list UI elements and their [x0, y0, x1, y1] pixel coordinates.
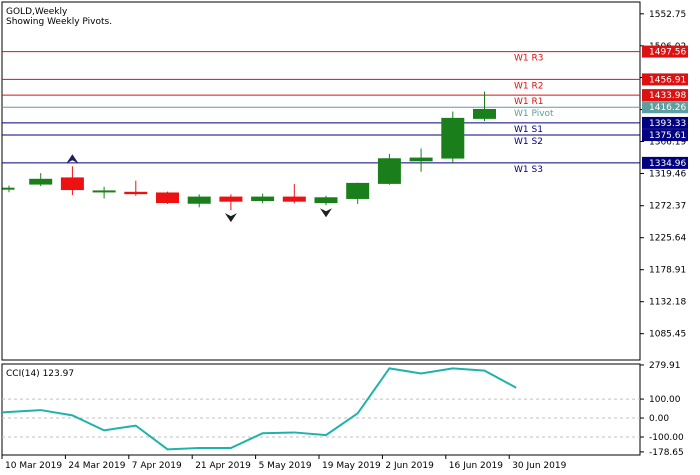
pivot-price-badge: [642, 101, 688, 114]
candle-body: [251, 196, 275, 202]
pivot-price-label: 1334.96: [649, 159, 686, 169]
pivot-name: W1 S1: [514, 125, 543, 135]
pivot-name: W1 R3: [514, 54, 543, 64]
indicator-tick-label: 0.00: [649, 414, 669, 424]
fractal-down-arrow: [320, 208, 332, 218]
indicator-levels: [2, 398, 640, 438]
pivot-name: W1 R2: [514, 81, 543, 91]
chart-subtitle: Showing Weekly Pivots.: [6, 17, 112, 27]
fractals: [66, 154, 332, 223]
indicator-axis: 279.91 100.00 0.00 -100.00 -178.65: [640, 361, 684, 458]
pivot-price-label: 1497.56: [649, 48, 686, 58]
price-tick-label: 1366.19: [649, 138, 686, 148]
pivot-price-label: 1393.33: [649, 119, 686, 129]
candle-body: [29, 178, 53, 185]
candle-body: [377, 158, 401, 184]
pivot-price-badge: [642, 156, 688, 169]
indicator-panel[interactable]: [1, 363, 641, 456]
price-tick-label: 1178.91: [649, 266, 686, 276]
pivot-price-label: 1416.26: [649, 103, 686, 113]
candle-body: [441, 117, 465, 159]
price-tick-label: 1552.75: [649, 10, 686, 20]
time-tick-label: 2 Jun 2019: [385, 461, 434, 471]
candle-body: [473, 108, 496, 119]
pivot-price-label: 1456.91: [649, 75, 686, 85]
price-tick-label: 1319.46: [649, 169, 686, 179]
time-tick-label: 30 Jun 2019: [512, 461, 566, 471]
price-tick-label: 1225.64: [649, 234, 686, 244]
pivot-price-badge: [642, 129, 688, 142]
candle-body: [92, 190, 116, 193]
pivot-price-badge: [642, 116, 688, 129]
price-tick-label: 1272.37: [649, 202, 686, 212]
indicator-tick-label: 279.91: [649, 361, 681, 371]
time-tick-label: 16 Jun 2019: [449, 461, 503, 471]
time-tick-label: 5 May 2019: [259, 461, 312, 471]
time-tick-label: 19 May 2019: [322, 461, 381, 471]
candle-body: [60, 177, 84, 191]
price-panel[interactable]: [1, 1, 641, 361]
price-tick-label: 1085.45: [649, 330, 686, 340]
pivot-price-badge: [642, 45, 688, 58]
indicator-tick-label: -178.65: [649, 448, 684, 458]
candle-body: [346, 182, 370, 199]
pivot-price-label: 1375.61: [649, 131, 686, 141]
time-axis: 10 Mar 2019 24 Mar 2019 7 Apr 2019 21 Apr 2…: [1, 455, 567, 471]
candle-body: [187, 196, 211, 204]
pivot-name: W1 Pivot: [514, 109, 554, 119]
candle-body: [124, 191, 148, 195]
pivot-price-badge: [642, 89, 688, 102]
time-tick-label: 24 Mar 2019: [68, 461, 125, 471]
pivot-price-badge: [642, 73, 688, 86]
pivot-name: W1 R1: [514, 97, 543, 107]
fractal-down-arrow: [224, 213, 237, 223]
cci-line: [1, 367, 517, 451]
candle-body: [219, 196, 243, 202]
candle-body: [314, 197, 338, 204]
price-tick-label: 1132.18: [649, 298, 686, 308]
pivot-lines: W1 R3 1497.56 W1 R2 1456.91 W1 R1 1433.98 W1 P…: [2, 45, 688, 175]
candle-body: [2, 187, 15, 190]
time-tick-label: 21 Apr 2019: [195, 461, 251, 471]
time-tick-label: 7 Apr 2019: [132, 461, 182, 471]
pivot-name: W1 S2: [514, 137, 543, 147]
fractal-up-arrow: [66, 154, 79, 164]
indicator-label: CCI(14) 123.97: [6, 369, 74, 379]
candle-body: [409, 157, 433, 162]
chart-title: GOLD,Weekly: [6, 7, 68, 17]
indicator-tick-label: 100.00: [649, 395, 681, 405]
pivot-name: W1 S3: [514, 165, 543, 175]
pivot-price-label: 1433.98: [649, 91, 686, 101]
candle-body: [282, 196, 306, 202]
indicator-tick-label: -100.00: [649, 433, 684, 443]
price-axis: 1552.751506.021459.651412.921366.191319.…: [640, 10, 686, 340]
time-tick-label: 10 Mar 2019: [5, 461, 62, 471]
candles: [2, 91, 496, 211]
candle-body: [156, 192, 179, 204]
